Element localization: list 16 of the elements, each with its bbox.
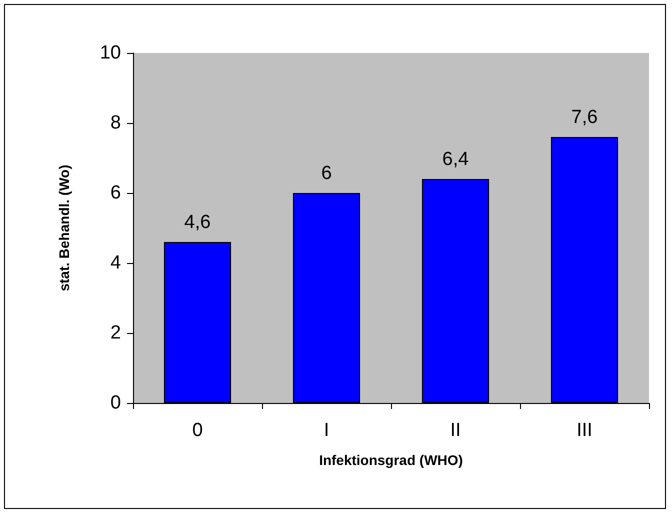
data-label: 4,6 <box>184 212 211 233</box>
y-tick-label: 4 <box>110 252 122 274</box>
x-tick-label: II <box>450 420 461 441</box>
y-tick-label: 2 <box>110 322 121 344</box>
x-axis-title: Infektionsgrad (WHO) <box>319 452 463 468</box>
y-tick-label: 6 <box>110 182 121 204</box>
data-label: 7,6 <box>571 107 598 128</box>
x-tick-label: I <box>324 420 330 441</box>
data-label: 6 <box>321 163 332 184</box>
x-tick-label: III <box>576 420 592 441</box>
y-tick-label: 10 <box>100 42 121 64</box>
data-label: 6,4 <box>442 149 470 170</box>
y-axis-title: stat. Behandl. (Wo) <box>56 164 72 292</box>
y-tick-label: 0 <box>110 392 121 414</box>
x-tick-label: 0 <box>192 420 203 441</box>
y-tick-label: 8 <box>110 112 121 134</box>
